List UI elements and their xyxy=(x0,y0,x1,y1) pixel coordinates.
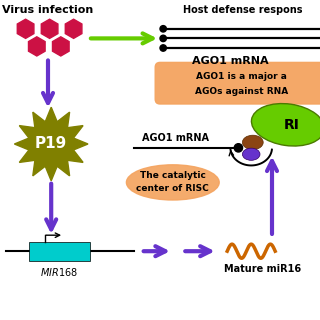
Polygon shape xyxy=(41,19,58,38)
FancyBboxPatch shape xyxy=(29,242,90,261)
Ellipse shape xyxy=(243,135,263,149)
Circle shape xyxy=(160,35,166,42)
Polygon shape xyxy=(52,37,69,56)
Polygon shape xyxy=(17,19,34,38)
Circle shape xyxy=(160,45,166,51)
Ellipse shape xyxy=(126,165,219,200)
Text: Virus infection: Virus infection xyxy=(2,4,94,15)
Polygon shape xyxy=(14,107,88,181)
Text: AGO1 is a major a: AGO1 is a major a xyxy=(196,72,287,81)
Text: AGO1 mRNA: AGO1 mRNA xyxy=(142,132,210,143)
Text: The catalytic: The catalytic xyxy=(140,171,206,180)
Text: center of RISC: center of RISC xyxy=(136,184,209,193)
Text: Mature miR16: Mature miR16 xyxy=(224,264,301,274)
Text: RI: RI xyxy=(283,118,299,132)
Polygon shape xyxy=(28,37,45,56)
Circle shape xyxy=(160,26,166,32)
Text: $\it{MIR168}$: $\it{MIR168}$ xyxy=(40,266,78,278)
Text: P19: P19 xyxy=(35,137,67,151)
Text: AGO1 mRNA: AGO1 mRNA xyxy=(192,56,269,66)
Text: AGOs against RNA: AGOs against RNA xyxy=(195,87,288,96)
Ellipse shape xyxy=(243,148,260,160)
Ellipse shape xyxy=(252,104,320,146)
Circle shape xyxy=(234,144,243,152)
Text: Host defense respons: Host defense respons xyxy=(183,4,303,15)
FancyBboxPatch shape xyxy=(155,62,320,104)
Polygon shape xyxy=(65,19,82,38)
